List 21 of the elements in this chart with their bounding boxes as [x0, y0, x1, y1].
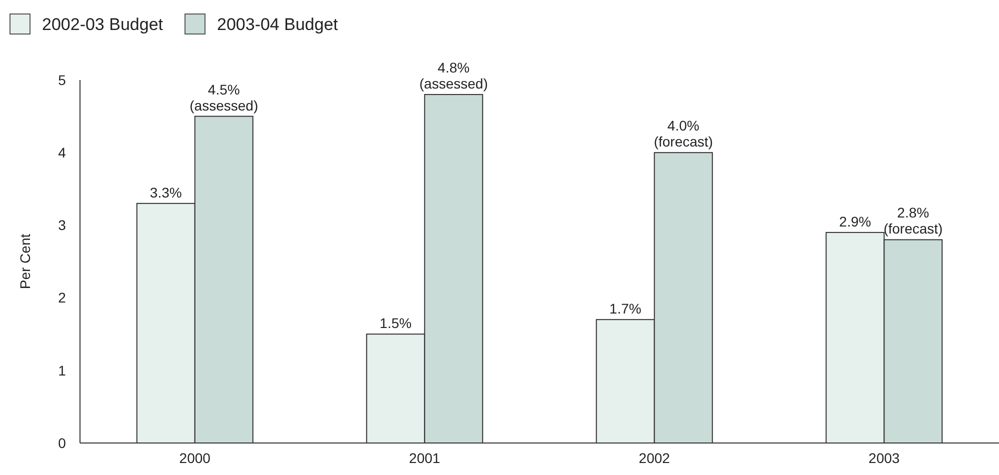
data-label: 2.9% — [839, 213, 872, 230]
x-tick-label: 2000 — [179, 450, 211, 466]
y-tick-label: 4 — [58, 144, 66, 160]
data-label: 2.8% (forecast) — [884, 204, 943, 237]
x-tick-label: 2003 — [868, 450, 900, 466]
y-tick-label: 0 — [58, 434, 66, 451]
data-label: 4.5% (assessed) — [190, 81, 258, 114]
x-tick-label: 2002 — [638, 450, 670, 466]
data-label: 4.0% (forecast) — [654, 118, 713, 150]
y-tick-label: 5 — [58, 72, 66, 88]
y-axis-title: Per Cent — [17, 234, 33, 290]
y-tick-label: 3 — [58, 217, 66, 234]
y-tick-label: 2 — [58, 290, 66, 306]
x-tick-label: 2001 — [409, 450, 440, 466]
data-label: 3.3% — [150, 184, 182, 200]
data-label: 1.7% — [609, 300, 642, 317]
legend-label: 2002-03 Budget — [42, 14, 164, 34]
y-tick-label: 1 — [58, 362, 66, 378]
data-label: 4.8% (assessed) — [419, 60, 488, 92]
data-label: 1.5% — [380, 315, 412, 332]
legend-label: 2003-04 Budget — [217, 14, 338, 34]
